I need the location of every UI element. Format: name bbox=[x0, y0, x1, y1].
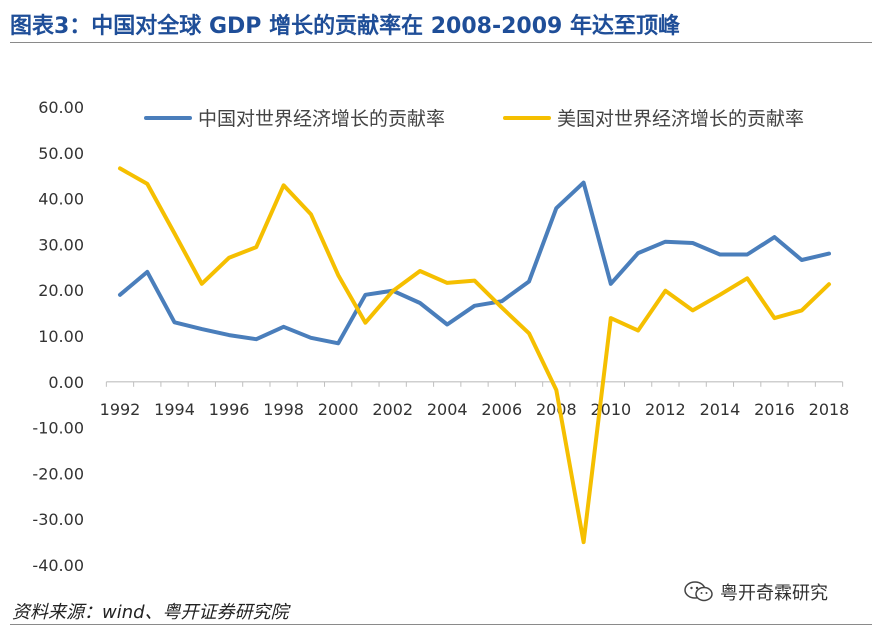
y-tick-label: 50.00 bbox=[38, 144, 84, 163]
watermark: 粤开奇霖研究 bbox=[684, 580, 828, 604]
wechat-icon bbox=[684, 581, 713, 602]
chart-title: 图表3：中国对全球 GDP 增长的贡献率在 2008-2009 年达至顶峰 bbox=[10, 14, 680, 39]
x-axis-tick-labels: 1992 1994 1996 1998 2000 2002 2004 2006 2008 2010… bbox=[100, 400, 850, 419]
series-layer bbox=[118, 166, 831, 545]
y-tick-label: -10.00 bbox=[32, 419, 84, 438]
x-tick-label: 1998 bbox=[263, 400, 304, 419]
x-tick-label: 2010 bbox=[590, 400, 631, 419]
x-tick-label: 2012 bbox=[645, 400, 686, 419]
y-tick-label: -40.00 bbox=[32, 556, 84, 575]
legend-label: 美国对世界经济增长的贡献率 bbox=[557, 108, 804, 130]
y-tick-label: -30.00 bbox=[32, 510, 84, 529]
footer-divider bbox=[10, 624, 872, 625]
y-tick-label: -20.00 bbox=[32, 464, 84, 483]
y-tick-label: 40.00 bbox=[38, 190, 84, 209]
x-tick-label: 2002 bbox=[372, 400, 413, 419]
us-contribution-line bbox=[118, 166, 831, 545]
x-tick-label: 2008 bbox=[536, 400, 577, 419]
source-note: 资料来源：wind、粤开证券研究院 bbox=[12, 602, 289, 623]
title-divider bbox=[10, 42, 872, 43]
legend: 中国对世界经济增长的贡献率 美国对世界经济增长的贡献率 bbox=[144, 108, 804, 130]
x-tick-label: 2014 bbox=[700, 400, 741, 419]
x-tick-label: 2018 bbox=[809, 400, 850, 419]
x-tick-label: 2016 bbox=[754, 400, 795, 419]
y-tick-label: 30.00 bbox=[38, 235, 84, 254]
x-tick-label: 2004 bbox=[427, 400, 468, 419]
x-tick-label: 2000 bbox=[318, 400, 359, 419]
y-tick-label: 60.00 bbox=[38, 98, 84, 117]
y-tick-label: 10.00 bbox=[38, 327, 84, 346]
x-tick-label: 1996 bbox=[209, 400, 250, 419]
line-chart: 60.00 50.00 40.00 30.00 20.00 10.00 0.00 -10.00… bbox=[32, 98, 850, 575]
watermark-text: 粤开奇霖研究 bbox=[720, 583, 828, 604]
y-axis-tick-labels: 60.00 50.00 40.00 30.00 20.00 10.00 0.00 -10.00… bbox=[32, 98, 84, 575]
x-tick-label: 2006 bbox=[481, 400, 522, 419]
x-tick-label: 1992 bbox=[100, 400, 141, 419]
china-contribution-line bbox=[118, 180, 831, 346]
x-tick-label: 1994 bbox=[154, 400, 195, 419]
y-tick-label: 20.00 bbox=[38, 281, 84, 300]
x-axis bbox=[105, 381, 844, 387]
legend-label: 中国对世界经济增长的贡献率 bbox=[198, 108, 445, 130]
y-tick-label: 0.00 bbox=[48, 373, 84, 392]
